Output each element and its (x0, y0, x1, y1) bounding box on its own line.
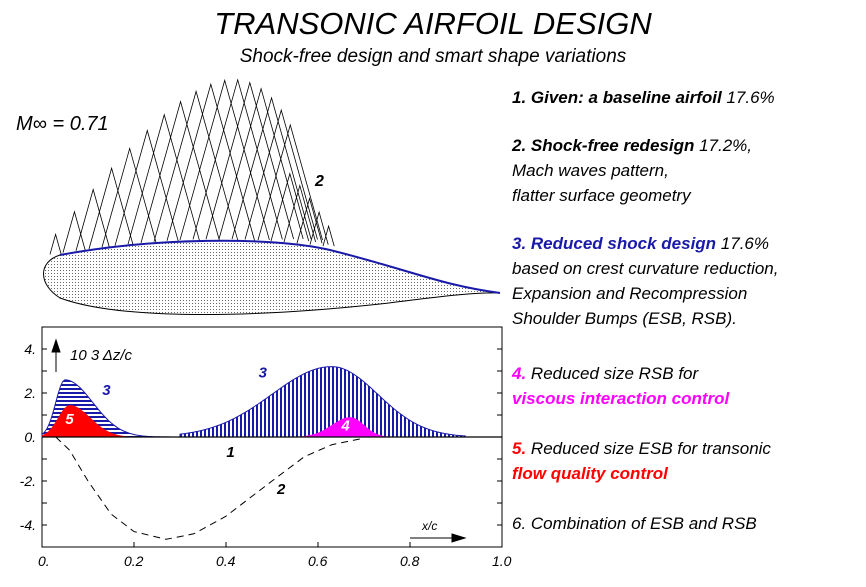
curve-label: 3 (102, 382, 111, 399)
design-item-line: 3. Reduced shock design 17.6% (512, 231, 769, 256)
item-text: Reduced size ESB for transonic (526, 439, 771, 458)
design-item-line: flatter surface geometry (512, 183, 691, 208)
item-text: Expansion and Recompression (512, 284, 748, 303)
series-4-area (299, 417, 392, 437)
y-tick-label: -2. (20, 473, 36, 489)
curve-label: 1 (226, 444, 234, 461)
item-text: 17.6% (716, 234, 769, 253)
mach-wave-line (49, 78, 335, 255)
item-heading: 2. Shock-free redesign (512, 136, 695, 155)
x-tick-label: 0.4 (216, 553, 236, 569)
x-axis-arrow-icon (410, 533, 467, 543)
slide-subtitle: Shock-free design and smart shape variat… (239, 46, 627, 67)
y-axis-label: 10 3 Δz/c (70, 347, 133, 364)
curve-label: 2 (276, 481, 286, 498)
item-text: flatter surface geometry (512, 186, 691, 205)
item-heading: flow quality control (512, 464, 668, 483)
item-heading: 3. Reduced shock design (512, 234, 717, 253)
design-item-line: 5. Reduced size ESB for transonic (512, 436, 771, 461)
item-text: 17.2%, (694, 136, 752, 155)
design-item-line: Expansion and Recompression (512, 281, 747, 306)
x-tick-label: 0. (38, 553, 50, 569)
mach-number-label: M∞ = 0.71 (16, 113, 109, 135)
x-tick-label: 0.8 (400, 553, 420, 569)
design-item-line: based on crest curvature reduction, (512, 256, 778, 281)
design-item-line: Shoulder Bumps (ESB, RSB). (512, 306, 737, 331)
series-5-area (42, 405, 134, 437)
design-item-line: Mach waves pattern, (512, 158, 669, 183)
curve-label: 4 (340, 417, 350, 434)
slide-title: TRANSONIC AIRFOIL DESIGN (214, 6, 652, 41)
airfoil-upper-surface (59, 239, 501, 294)
x-axis-label: x/c (421, 519, 437, 533)
mach-waves (49, 78, 335, 255)
design-item-line: 4. Reduced size RSB for (512, 361, 698, 386)
design-item-line: 1. Given: a baseline airfoil 17.6% (512, 85, 775, 110)
item-text: based on crest curvature reduction, (512, 259, 779, 278)
design-item-line: 6. Combination of ESB and RSB (512, 511, 757, 536)
y-tick-label: 4. (24, 341, 36, 357)
item-number: 5. (512, 439, 527, 458)
item-text: Mach waves pattern, (512, 161, 669, 180)
design-item-line: viscous interaction control (512, 386, 729, 411)
item-text: Shoulder Bumps (ESB, RSB). (512, 309, 737, 328)
item-number: 4. (512, 364, 527, 383)
bump-chart: 0. 0.2 0.4 0.6 0.8 1.0 4. 2. 0. -2. -4. 3 3 5 4 1 2 10 3 … (20, 326, 512, 569)
curve-label: 5 (65, 411, 74, 428)
y-tick-label: -4. (20, 517, 36, 533)
x-tick-label: 1.0 (492, 553, 512, 569)
item-text: Reduced size RSB for (526, 364, 699, 383)
item-text: 6. Combination of ESB and RSB (512, 514, 757, 533)
item-heading: 1. Given: a baseline airfoil (512, 88, 722, 107)
wave-pattern-label: 2 (314, 173, 324, 190)
item-text: 17.6% (721, 88, 775, 107)
design-item-line: flow quality control (512, 461, 668, 486)
series-2-line (55, 436, 365, 540)
y-axis-arrow-icon (51, 338, 61, 372)
y-tick-label: 2. (23, 385, 36, 401)
item-heading: viscous interaction control (512, 389, 730, 408)
design-item-line: 2. Shock-free redesign 17.2%, (512, 133, 752, 158)
y-tick-label: 0. (24, 429, 36, 445)
x-tick-label: 0.6 (308, 553, 328, 569)
x-tick-label: 0.2 (124, 553, 144, 569)
curve-label: 3 (259, 365, 268, 382)
series-3-bump (179, 366, 466, 438)
